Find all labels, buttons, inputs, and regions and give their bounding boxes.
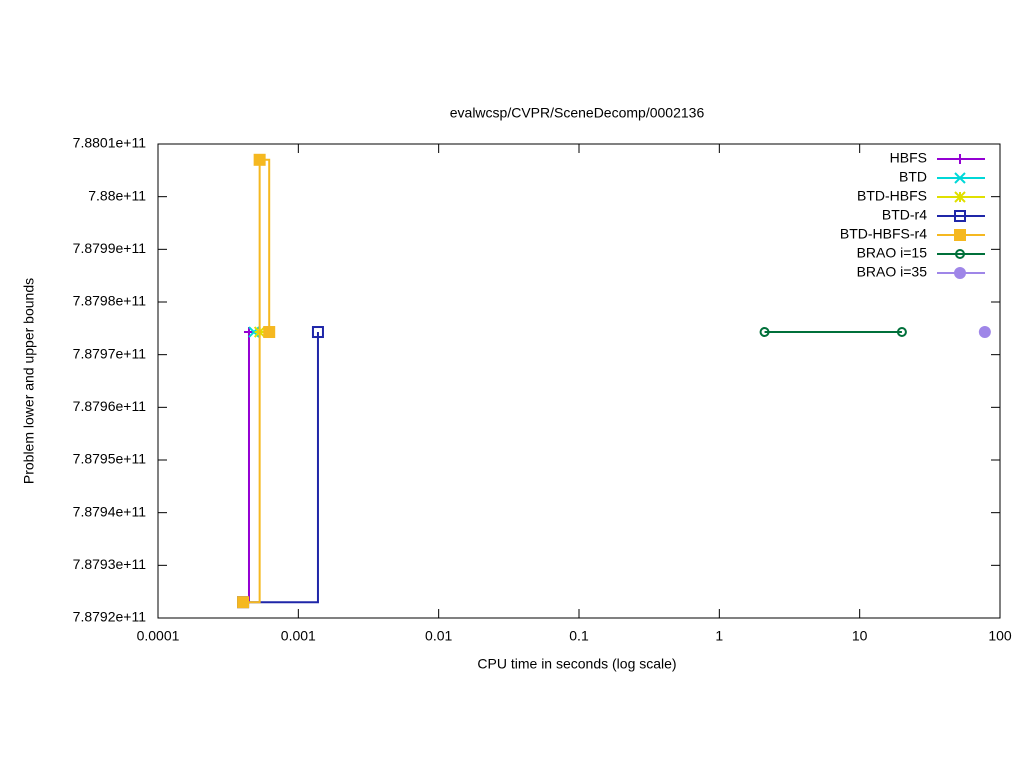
point (311, 326, 324, 339)
y-axis-label: Problem lower and upper bounds (21, 278, 37, 484)
x-axis-label: CPU time in seconds (log scale) (477, 656, 676, 672)
legend-label: BTD-HBFS (857, 188, 927, 204)
legend-marker (954, 267, 966, 279)
y-tick-label: 7.8795e+11 (73, 451, 147, 467)
y-tick-label: 7.8801e+11 (73, 135, 147, 151)
x-tick-label: 100 (988, 628, 1012, 644)
x-tick-label: 0.01 (425, 628, 452, 644)
x-tick-label: 0.1 (569, 628, 589, 644)
point (896, 327, 907, 338)
legend-label: BRAO i=15 (857, 245, 928, 261)
y-tick-label: 7.8794e+11 (73, 503, 147, 519)
x-tick-label: 1 (715, 628, 723, 644)
legend-label: HBFS (890, 150, 927, 166)
y-tick-label: 7.8793e+11 (73, 556, 147, 572)
plot-frame (157, 143, 1001, 619)
y-tick-label: 7.8798e+11 (73, 293, 147, 309)
y-tick-label: 7.88e+11 (88, 187, 146, 203)
y-tick-label: 7.8797e+11 (73, 345, 147, 361)
legend-label: BTD (899, 169, 927, 185)
point (243, 327, 254, 338)
point (759, 327, 770, 338)
y-tick-label: 7.8792e+11 (73, 609, 147, 625)
point (237, 596, 250, 609)
legend-marker (955, 249, 965, 259)
series-line (243, 158, 271, 604)
legend-label: BTD-r4 (882, 207, 927, 223)
point (978, 326, 991, 339)
legend-marker (954, 172, 966, 184)
series-line (243, 332, 319, 604)
series-line (243, 332, 250, 604)
legend-marker (954, 229, 966, 241)
x-tick-label: 0.0001 (137, 628, 180, 644)
legend-label: BTD-HBFS-r4 (840, 226, 927, 242)
legend-marker (955, 154, 965, 164)
x-tick-label: 10 (852, 628, 868, 644)
y-tick-label: 7.8799e+11 (73, 240, 147, 256)
y-tick-label: 7.8796e+11 (73, 398, 147, 414)
chart-title: evalwcsp/CVPR/SceneDecomp/0002136 (450, 105, 705, 121)
point (263, 326, 276, 339)
legend-marker (954, 191, 966, 203)
legend-label: BRAO i=35 (857, 264, 928, 280)
legend-marker (954, 210, 966, 222)
point (253, 153, 266, 166)
x-tick-label: 0.001 (281, 628, 316, 644)
